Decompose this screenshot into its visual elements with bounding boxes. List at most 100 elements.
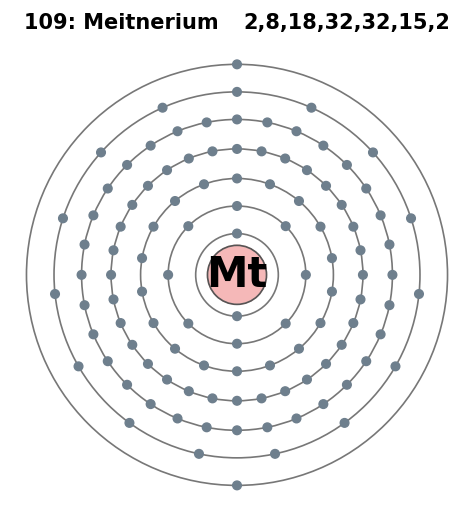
Circle shape — [158, 103, 167, 112]
Circle shape — [302, 166, 311, 175]
Circle shape — [123, 380, 131, 389]
Circle shape — [385, 240, 394, 249]
Circle shape — [144, 182, 152, 190]
Circle shape — [316, 222, 325, 231]
Text: 109: Meitnerium: 109: Meitnerium — [24, 13, 219, 33]
Circle shape — [116, 319, 125, 327]
Circle shape — [343, 161, 351, 169]
Circle shape — [89, 211, 98, 220]
Circle shape — [146, 400, 155, 408]
Circle shape — [89, 330, 98, 338]
Circle shape — [307, 103, 316, 112]
Circle shape — [173, 127, 182, 135]
Text: Mt: Mt — [206, 254, 268, 296]
Circle shape — [233, 426, 241, 435]
Circle shape — [340, 418, 349, 427]
Circle shape — [328, 254, 336, 263]
Circle shape — [233, 115, 241, 124]
Circle shape — [337, 341, 346, 349]
Circle shape — [362, 357, 371, 365]
Circle shape — [295, 196, 303, 205]
Circle shape — [391, 362, 400, 371]
Circle shape — [184, 387, 193, 395]
Circle shape — [74, 362, 83, 371]
Circle shape — [385, 301, 394, 309]
Circle shape — [184, 154, 193, 163]
Text: 2,8,18,32,32,15,2: 2,8,18,32,32,15,2 — [244, 13, 450, 33]
Circle shape — [144, 359, 152, 368]
Circle shape — [415, 290, 423, 298]
Circle shape — [200, 361, 209, 370]
Circle shape — [109, 246, 118, 254]
Circle shape — [233, 481, 241, 490]
Circle shape — [128, 341, 137, 349]
Circle shape — [281, 154, 290, 163]
Circle shape — [128, 201, 137, 209]
Circle shape — [123, 161, 131, 169]
Circle shape — [202, 118, 211, 127]
Circle shape — [337, 201, 346, 209]
Circle shape — [107, 270, 115, 279]
Circle shape — [59, 214, 67, 222]
Circle shape — [369, 148, 377, 157]
Circle shape — [233, 60, 241, 69]
Circle shape — [163, 375, 172, 384]
Circle shape — [319, 142, 328, 150]
Circle shape — [173, 414, 182, 423]
Circle shape — [362, 184, 371, 193]
Circle shape — [233, 229, 241, 238]
Circle shape — [125, 418, 134, 427]
Circle shape — [233, 397, 241, 405]
Circle shape — [302, 375, 311, 384]
Circle shape — [263, 118, 272, 127]
Circle shape — [319, 400, 328, 408]
Circle shape — [149, 319, 158, 327]
Circle shape — [301, 270, 310, 279]
Circle shape — [257, 394, 266, 403]
Circle shape — [233, 88, 241, 96]
Circle shape — [233, 145, 241, 153]
Circle shape — [77, 270, 86, 279]
Circle shape — [233, 312, 241, 321]
Circle shape — [233, 367, 241, 376]
Circle shape — [359, 270, 367, 279]
Circle shape — [282, 222, 290, 231]
Circle shape — [200, 180, 209, 189]
Circle shape — [295, 345, 303, 353]
Circle shape — [356, 295, 365, 304]
Circle shape — [282, 319, 290, 328]
Circle shape — [349, 222, 358, 231]
Circle shape — [322, 359, 330, 368]
Circle shape — [171, 345, 179, 353]
Circle shape — [322, 182, 330, 190]
Circle shape — [109, 295, 118, 304]
Circle shape — [292, 127, 301, 135]
Circle shape — [281, 387, 290, 395]
Circle shape — [263, 423, 272, 432]
Circle shape — [138, 254, 146, 263]
Circle shape — [116, 222, 125, 231]
Circle shape — [51, 290, 59, 298]
Circle shape — [292, 414, 301, 423]
Circle shape — [208, 147, 217, 156]
Circle shape — [376, 211, 385, 220]
Circle shape — [103, 357, 112, 365]
Circle shape — [265, 180, 274, 189]
Circle shape — [202, 423, 211, 432]
Circle shape — [265, 361, 274, 370]
Circle shape — [195, 449, 203, 458]
Circle shape — [164, 270, 173, 279]
Circle shape — [388, 270, 397, 279]
Circle shape — [184, 222, 192, 231]
Circle shape — [356, 246, 365, 254]
Circle shape — [407, 214, 415, 222]
Circle shape — [376, 330, 385, 338]
Circle shape — [233, 174, 241, 183]
Circle shape — [343, 380, 351, 389]
Circle shape — [271, 449, 279, 458]
Circle shape — [233, 340, 241, 348]
Circle shape — [149, 222, 158, 231]
Circle shape — [233, 202, 241, 210]
Circle shape — [208, 245, 266, 304]
Circle shape — [103, 184, 112, 193]
